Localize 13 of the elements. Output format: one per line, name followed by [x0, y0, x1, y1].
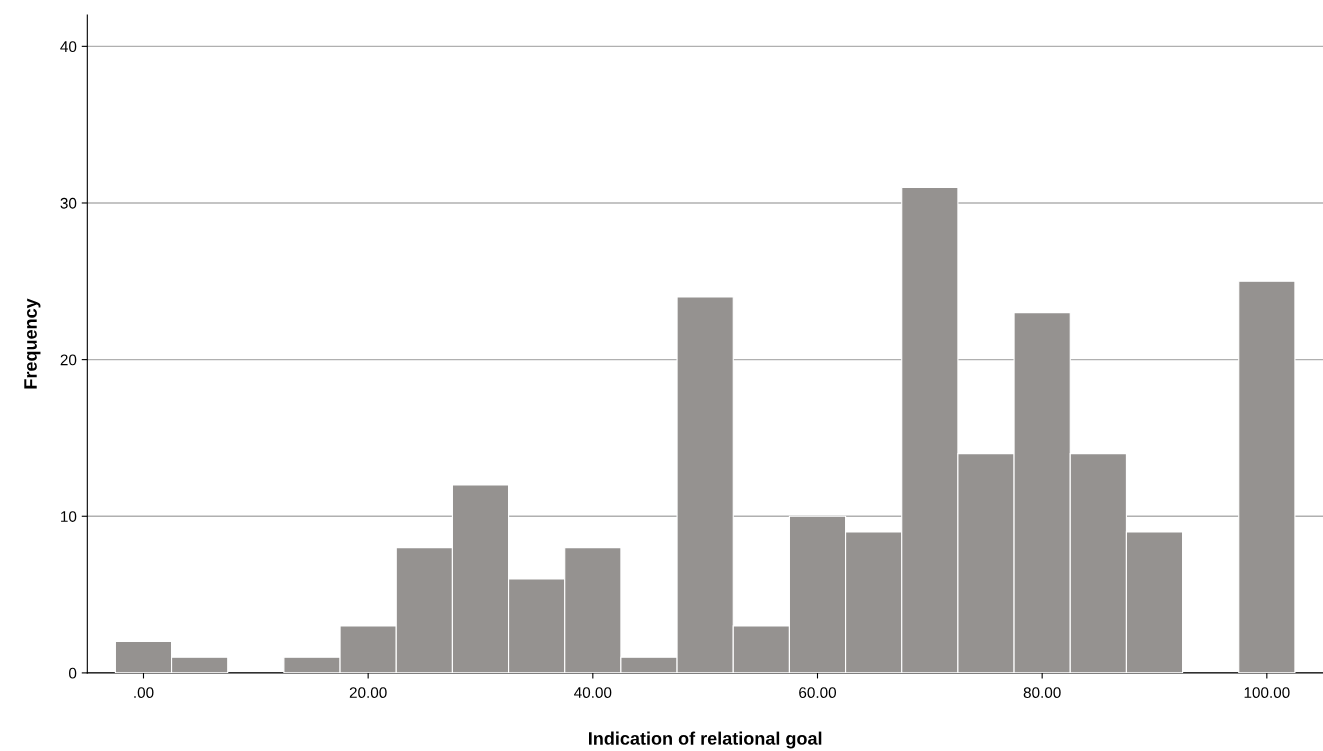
- y-tick-label: 30: [60, 197, 77, 209]
- x-tick-label: .00: [134, 687, 154, 699]
- y-axis-title: Frequency: [24, 298, 41, 389]
- x-tick-label: 40.00: [574, 687, 612, 699]
- x-axis-title: Indication of relational goal: [589, 731, 822, 749]
- y-tick-label: 0: [69, 667, 77, 679]
- y-tick-label: 10: [61, 511, 77, 522]
- x-tick-label: 20.00: [349, 687, 387, 699]
- x-tick-label: 80.00: [1023, 687, 1061, 699]
- y-tick-label: 40: [60, 41, 77, 53]
- x-tick-label: 100.00: [1244, 687, 1290, 699]
- x-tick-label: 60.00: [799, 687, 837, 699]
- y-tick-label: 20: [60, 354, 77, 366]
